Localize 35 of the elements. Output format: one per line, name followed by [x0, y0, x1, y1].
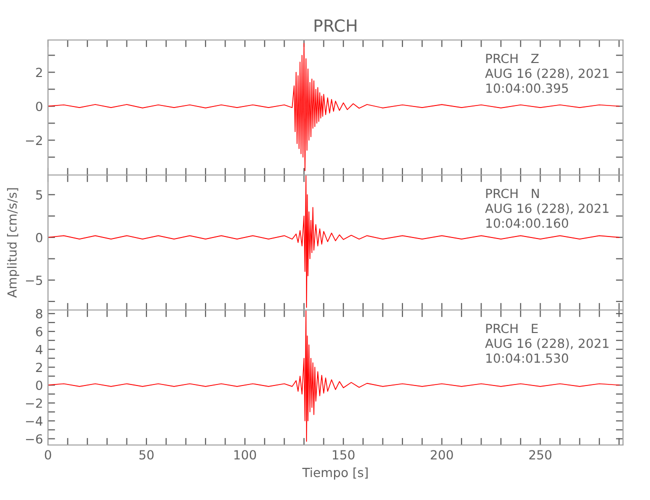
x-tick-label: 50: [139, 450, 154, 460]
y-tick-label: 2: [36, 68, 42, 78]
y-tick-label: −5: [26, 276, 42, 286]
y-tick-label: 8: [36, 309, 42, 319]
y-tick-label: 0: [36, 102, 42, 112]
annotation: AUG 16 (228), 2021: [485, 68, 608, 80]
line-series: [48, 175, 620, 308]
annotation: 10:04:00.395: [486, 83, 568, 93]
x-tick-label: 150: [332, 450, 354, 460]
annotation: PRCH N: [486, 188, 539, 198]
line-series: [48, 310, 620, 442]
y-tick-label: 0: [36, 232, 42, 242]
y-tick-label: 5: [36, 190, 42, 200]
y-tick-label: −2: [26, 398, 42, 408]
y-tick-label: 4: [36, 344, 42, 354]
y-tick-label: 2: [36, 362, 42, 372]
chart-title: PRCH: [314, 19, 356, 32]
line-series: [48, 42, 620, 172]
x-tick-label: 0: [44, 450, 52, 460]
annotation: 10:04:01.530: [486, 353, 568, 363]
y-tick-label: −2: [26, 136, 42, 145]
x-tick-label: 250: [529, 450, 552, 460]
x-tick-label: 200: [430, 450, 453, 460]
x-tick-label: 100: [234, 450, 256, 460]
annotation: PRCH Z: [486, 54, 539, 64]
y-tick-label: 6: [36, 326, 42, 336]
y-tick-label: −4: [26, 416, 42, 426]
x-axis-title: Tiempo [s]: [302, 468, 368, 480]
annotation: AUG 16 (228), 2021: [485, 338, 608, 350]
y-tick-label: 0: [36, 380, 42, 390]
annotation: AUG 16 (228), 2021: [485, 203, 608, 214]
y-tick-label: −6: [26, 434, 42, 444]
annotation: PRCH E: [486, 324, 538, 334]
y-axis-title: Amplitud [cm/s/s]: [7, 188, 20, 298]
annotation: 10:04:00.160: [486, 218, 568, 228]
